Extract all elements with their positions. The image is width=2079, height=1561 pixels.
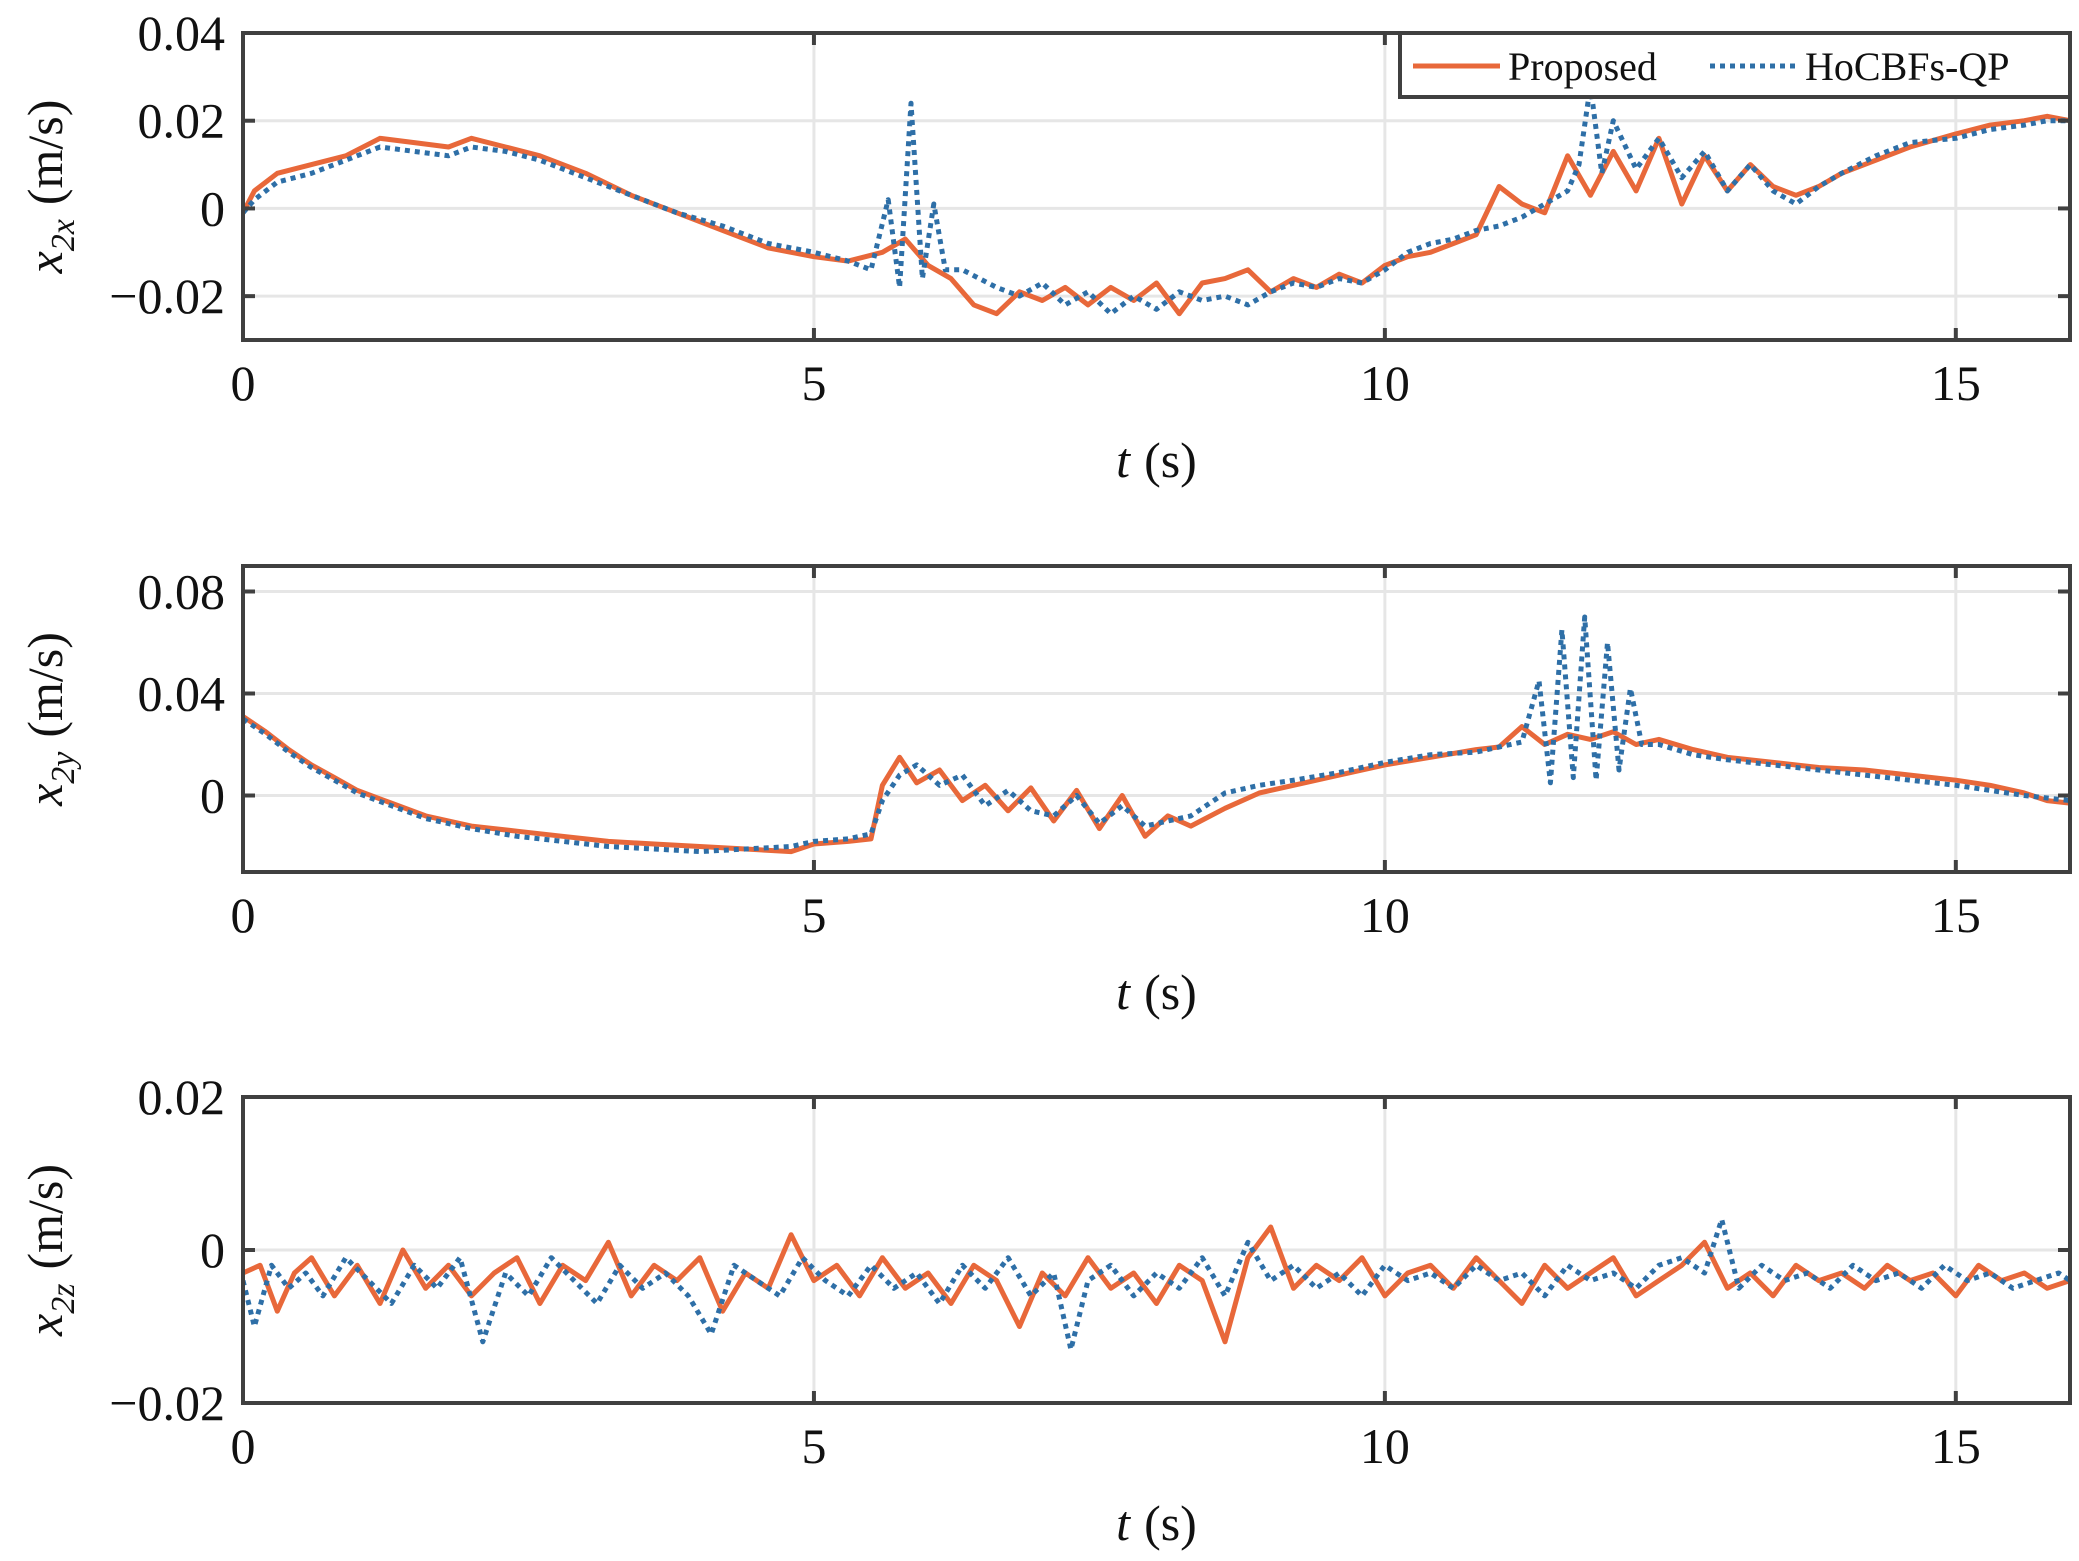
axes-box xyxy=(241,31,2072,342)
x-tick-label: 10 xyxy=(1360,1418,1410,1474)
y-axis-unit: (m/s) xyxy=(17,1164,73,1270)
series-group xyxy=(243,83,2070,317)
series-line-proposed xyxy=(243,1224,2070,1345)
y-axis-subscript: 2z xyxy=(45,1284,82,1314)
axes-box xyxy=(241,564,2072,874)
series-group xyxy=(243,614,2070,855)
x-tick-label: 10 xyxy=(1360,355,1410,411)
y-axis-subscript: 2y xyxy=(45,751,82,784)
series-group xyxy=(243,1216,2070,1352)
y-tick-label: 0 xyxy=(200,180,225,236)
x-axis-label: t (s) xyxy=(1116,432,1197,488)
x-tick-label: 15 xyxy=(1931,1418,1981,1474)
x-tick-label: 0 xyxy=(231,1418,256,1474)
y-axis-symbol: x xyxy=(17,251,73,274)
y-axis-subscript: 2x xyxy=(45,219,82,251)
y-tick-label: 0.04 xyxy=(138,5,226,61)
y-axis-label: x2z (m/s) xyxy=(17,1164,82,1337)
x-axis-unit: (s) xyxy=(1144,964,1197,1020)
x-axis-unit: (s) xyxy=(1144,432,1197,488)
y-tick-label: 0 xyxy=(200,1222,225,1278)
y-tick-label: 0.02 xyxy=(138,93,226,149)
legend-box xyxy=(1398,31,2072,99)
series-line-hocbf xyxy=(243,614,2070,855)
y-tick-label: 0 xyxy=(200,768,225,824)
x-axis-symbol: t xyxy=(1116,964,1131,1020)
panel-2y: 0 5 10 15 0 0.04 0.08 t (s) x2y (m/s) xyxy=(17,564,2072,1020)
y-axis-label: x2y (m/s) xyxy=(17,632,82,807)
x-tick-label: 15 xyxy=(1931,355,1981,411)
x-tick-label: 15 xyxy=(1931,887,1981,943)
x-axis-label: t (s) xyxy=(1116,964,1197,1020)
legend-label-hocbf: HoCBFs-QP xyxy=(1805,44,2010,89)
y-axis-symbol: x xyxy=(17,1314,73,1337)
x-tick-label: 0 xyxy=(231,355,256,411)
y-tick-label: 0.02 xyxy=(138,1069,226,1125)
y-tick-label: 0.04 xyxy=(138,666,226,722)
x-axis-unit: (s) xyxy=(1144,1495,1197,1551)
x-tick-label: 0 xyxy=(231,887,256,943)
y-tick-label: 0.08 xyxy=(138,564,226,620)
x-tick-label: 5 xyxy=(801,1418,826,1474)
series-line-hocbf xyxy=(243,83,2070,317)
series-line-hocbf xyxy=(243,1216,2070,1352)
y-tick-label: −0.02 xyxy=(109,268,225,324)
y-axis-label: x2x (m/s) xyxy=(17,100,82,275)
legend: Proposed HoCBFs-QP xyxy=(1398,31,2072,99)
x-tick-label: 5 xyxy=(801,355,826,411)
x-axis-symbol: t xyxy=(1116,432,1131,488)
y-tick-label: −0.02 xyxy=(109,1375,225,1431)
x-axis-label: t (s) xyxy=(1116,1495,1197,1551)
legend-label-proposed: Proposed xyxy=(1508,44,1657,89)
x-tick-label: 10 xyxy=(1360,887,1410,943)
y-axis-unit: (m/s) xyxy=(17,100,73,206)
y-axis-unit: (m/s) xyxy=(17,632,73,738)
x-tick-label: 5 xyxy=(801,887,826,943)
x-axis-symbol: t xyxy=(1116,1495,1131,1551)
y-axis-symbol: x xyxy=(17,784,73,807)
